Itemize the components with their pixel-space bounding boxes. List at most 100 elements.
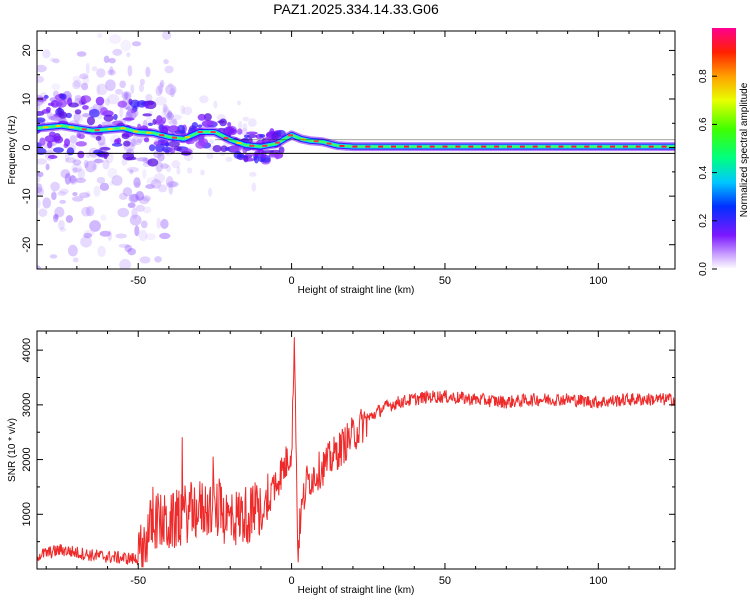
snr-y-label: SNR (10 * v/v) xyxy=(7,418,18,482)
spectral-blob xyxy=(103,153,108,160)
spectral-noise xyxy=(74,94,82,101)
spectral-noise xyxy=(103,55,110,64)
spectral-noise xyxy=(93,286,103,297)
spectral-blob xyxy=(64,138,71,147)
colorbar-tick-label: 0.0 xyxy=(698,262,709,276)
spectral-noise xyxy=(139,256,151,264)
spectral-noise xyxy=(69,174,76,184)
spectral-noise xyxy=(109,34,121,45)
spectrogram-frame xyxy=(36,30,676,270)
spectral-blob xyxy=(243,156,249,163)
spectral-blob xyxy=(99,107,109,116)
spectral-noise xyxy=(168,119,178,127)
spectral-noise xyxy=(131,207,138,220)
ridge-peak xyxy=(107,128,113,131)
spectral-noise xyxy=(209,138,215,145)
spectrogram-x-ticks: -50 0 50 100 xyxy=(130,31,607,287)
spectral-noise xyxy=(121,158,128,166)
spectral-blob xyxy=(148,144,156,152)
colorbar-tick-label: 0.4 xyxy=(698,165,709,179)
ridge-peak xyxy=(313,140,319,143)
ridge-peak xyxy=(584,145,590,148)
spectral-noise xyxy=(51,83,61,91)
spectral-noise xyxy=(131,41,142,47)
spectral-noise xyxy=(92,103,103,111)
ridge-peak xyxy=(146,131,152,134)
spectral-blob xyxy=(144,101,149,109)
spectral-blob xyxy=(123,140,131,147)
x-tick-label: 50 xyxy=(439,275,451,287)
spectral-noise xyxy=(171,160,181,169)
spectral-noise xyxy=(67,244,78,257)
spectral-noise xyxy=(158,184,168,193)
spectral-noise xyxy=(93,185,101,197)
snr-y-ticks: 1000 2000 3000 4000 xyxy=(21,338,675,527)
ridge-peak xyxy=(442,145,448,148)
spectral-noise xyxy=(97,32,103,39)
spectral-noise xyxy=(126,52,131,58)
spectral-noise xyxy=(241,127,248,136)
y-tick-label: 20 xyxy=(21,44,33,56)
spectral-blob xyxy=(82,105,89,110)
spectral-noise xyxy=(168,82,173,88)
spectral-blob xyxy=(76,132,82,139)
spectral-blob xyxy=(147,158,159,167)
spectral-blob xyxy=(224,146,230,151)
spectral-noise xyxy=(77,168,85,180)
spectral-noise xyxy=(208,187,213,197)
spectral-noise xyxy=(96,83,108,96)
ridge-peak xyxy=(661,145,667,148)
spectral-noise xyxy=(84,160,97,173)
spectral-noise xyxy=(153,173,166,184)
spectral-blob xyxy=(143,137,150,143)
spectral-noise xyxy=(225,156,233,163)
spectral-blob xyxy=(228,128,238,136)
spectral-noise xyxy=(100,214,107,222)
spectral-noise xyxy=(124,244,133,253)
spectral-noise xyxy=(160,218,169,230)
spectral-noise xyxy=(132,134,143,146)
spectral-blob xyxy=(121,133,130,140)
ridge-peak xyxy=(120,127,126,130)
spectral-noise xyxy=(153,150,163,159)
spectral-noise xyxy=(37,75,45,83)
spectral-blob xyxy=(147,122,154,126)
spectral-noise xyxy=(50,181,60,192)
spectral-noise xyxy=(236,100,242,106)
spectral-blob xyxy=(86,116,96,126)
spectral-blob xyxy=(39,137,46,146)
spectral-blob xyxy=(95,135,102,141)
snr-minor-ticks xyxy=(37,331,675,569)
spectral-noise xyxy=(140,220,148,229)
y-tick-label: 10 xyxy=(21,93,33,105)
spectral-noise xyxy=(58,284,67,292)
spectral-noise xyxy=(37,187,45,197)
spectral-noise xyxy=(165,164,172,173)
spectral-noise xyxy=(54,206,65,218)
spectral-blob xyxy=(169,147,175,155)
spectral-blob xyxy=(103,114,114,122)
spectral-noise xyxy=(111,175,123,186)
spectral-blob xyxy=(246,131,258,135)
spectral-noise xyxy=(135,24,142,30)
spectral-noise xyxy=(71,196,84,202)
spectral-noise xyxy=(171,114,182,121)
spectral-noise xyxy=(72,80,81,90)
spectral-noise xyxy=(37,101,41,111)
spectral-blob xyxy=(165,141,170,147)
colorbar-gradient xyxy=(712,28,736,269)
colorbar-tick-label: 0.8 xyxy=(698,69,709,83)
spectral-noise xyxy=(65,157,77,164)
spectral-noise xyxy=(73,79,82,88)
spectral-noise xyxy=(81,82,89,91)
spectral-noise xyxy=(171,118,178,126)
spectral-noise xyxy=(85,62,90,75)
spectral-noise xyxy=(115,233,127,239)
ridge-peak xyxy=(429,145,435,148)
spectral-noise xyxy=(176,166,181,175)
spectral-noise xyxy=(50,190,57,201)
spectral-noise xyxy=(134,225,140,237)
ridge-peak xyxy=(519,145,525,148)
spectral-noise xyxy=(72,167,78,174)
spectral-noise xyxy=(126,166,139,173)
